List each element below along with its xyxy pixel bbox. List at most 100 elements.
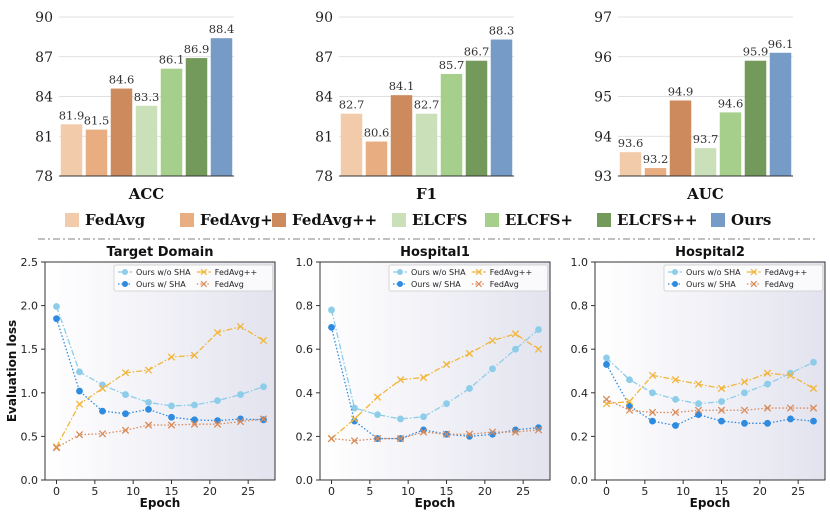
data-point bbox=[327, 434, 336, 443]
bar-value-label: 94.6 bbox=[718, 96, 744, 110]
data-point bbox=[396, 434, 405, 443]
y-tick-label: 0.8 bbox=[571, 300, 589, 313]
data-point bbox=[52, 444, 61, 452]
series-line bbox=[606, 372, 814, 405]
data-point bbox=[809, 384, 818, 393]
data-point bbox=[512, 426, 519, 434]
series-ours-w-o-sha bbox=[328, 306, 542, 423]
legend-label: Ours bbox=[731, 211, 771, 229]
y-tick-label: 0.2 bbox=[296, 430, 314, 443]
series-fedavg- bbox=[602, 369, 818, 408]
data-point bbox=[237, 391, 244, 398]
x-axis-label: AUC bbox=[686, 185, 724, 203]
data-point bbox=[763, 369, 772, 377]
bar-fedavgpp bbox=[390, 95, 413, 176]
legend-label: Ours w/ SHA bbox=[136, 280, 186, 289]
data-point bbox=[419, 428, 428, 436]
bar-fedavgpp bbox=[669, 100, 692, 176]
x-tick-label: 15 bbox=[440, 485, 454, 498]
data-point bbox=[121, 369, 130, 377]
bar-value-label: 84.6 bbox=[109, 73, 135, 87]
legend-marker bbox=[122, 281, 128, 287]
data-point bbox=[465, 349, 474, 358]
bar-elcfs bbox=[415, 113, 438, 176]
data-point bbox=[351, 417, 358, 425]
legend-swatch bbox=[272, 213, 286, 227]
data-point bbox=[534, 345, 543, 353]
data-point bbox=[121, 426, 130, 434]
data-point bbox=[145, 398, 152, 406]
bar-value-label: 85.7 bbox=[439, 58, 465, 72]
y-tick-label: 78 bbox=[35, 169, 53, 185]
y-tick-label: 1.0 bbox=[571, 256, 589, 269]
bar-elcfs bbox=[135, 105, 158, 176]
legend-box bbox=[663, 264, 824, 292]
data-point bbox=[167, 421, 176, 429]
legend-marker bbox=[397, 281, 403, 287]
series-line bbox=[55, 325, 264, 448]
data-point bbox=[214, 397, 221, 405]
y-tick-label: 1.5 bbox=[21, 343, 39, 356]
bar-value-label: 80.6 bbox=[364, 126, 390, 140]
data-point bbox=[144, 366, 153, 374]
data-point bbox=[764, 419, 771, 427]
x-tick-label: 0 bbox=[603, 485, 610, 498]
legend-label: FedAvg++ bbox=[765, 268, 807, 277]
y-tick-label: 0.6 bbox=[296, 343, 314, 356]
y-tick-label: 96 bbox=[594, 50, 612, 66]
data-point bbox=[787, 415, 794, 423]
data-point bbox=[649, 389, 656, 397]
legend-label: FedAvg bbox=[765, 280, 794, 289]
legend-swatch bbox=[65, 213, 79, 227]
data-point bbox=[99, 407, 106, 415]
data-point bbox=[236, 322, 245, 331]
y-axis-label: Evaluation loss bbox=[5, 320, 19, 422]
data-point bbox=[740, 378, 749, 386]
legend-swatch bbox=[485, 213, 499, 227]
series-line bbox=[606, 357, 814, 405]
data-point bbox=[671, 376, 680, 384]
data-point bbox=[190, 420, 199, 428]
data-point bbox=[442, 360, 451, 369]
bar-value-label: 88.3 bbox=[489, 24, 515, 38]
legend-label: FedAvg bbox=[85, 211, 146, 229]
x-tick-label: 15 bbox=[715, 485, 729, 498]
data-point bbox=[373, 393, 382, 401]
data-point bbox=[672, 422, 679, 429]
legend-box bbox=[388, 264, 549, 292]
plot-background bbox=[595, 262, 825, 480]
x-axis-label: Epoch bbox=[415, 496, 456, 510]
bar-value-label: 81.5 bbox=[84, 114, 110, 128]
data-point bbox=[466, 385, 473, 392]
bar-elcfsp bbox=[160, 68, 183, 176]
data-point bbox=[625, 406, 634, 414]
legend-label: Ours w/o SHA bbox=[411, 268, 466, 277]
bar-elcfspp bbox=[185, 58, 208, 177]
bar-value-label: 93.7 bbox=[693, 132, 719, 146]
data-point bbox=[259, 336, 268, 345]
data-point bbox=[535, 326, 542, 333]
data-point bbox=[419, 373, 428, 382]
bar-value-label: 84.1 bbox=[389, 79, 415, 93]
y-tick-label: 97 bbox=[594, 10, 612, 26]
bar-fedavg bbox=[60, 124, 83, 176]
data-point bbox=[763, 404, 772, 412]
y-tick-label: 93 bbox=[594, 169, 612, 185]
series-line bbox=[606, 398, 814, 414]
legend-label: Ours w/ SHA bbox=[411, 280, 461, 289]
data-point bbox=[397, 415, 404, 423]
y-tick-label: 94 bbox=[594, 129, 612, 145]
bar-fedavgp bbox=[644, 168, 667, 176]
data-point bbox=[145, 405, 152, 413]
line-chart-hospital1: 0.0 0.2 0.4 0.6 0.8 1.0 0 5 10 15 20 25 Hospital1 Epo… bbox=[296, 245, 551, 510]
legend-label: FedAvg+ bbox=[200, 211, 273, 229]
bar-fedavgp bbox=[85, 129, 108, 176]
data-point bbox=[122, 391, 129, 398]
bar-chart-f1: 78 81 84 87 90 82.7 80.6 84.1 82.7 85.786.7 88.3 F1 bbox=[315, 10, 514, 203]
legend-label: ELCFS bbox=[412, 211, 467, 229]
data-point bbox=[53, 303, 60, 310]
series-ours-w-o-sha bbox=[603, 354, 817, 408]
data-point bbox=[167, 353, 176, 361]
bar-value-label: 82.7 bbox=[339, 98, 365, 112]
